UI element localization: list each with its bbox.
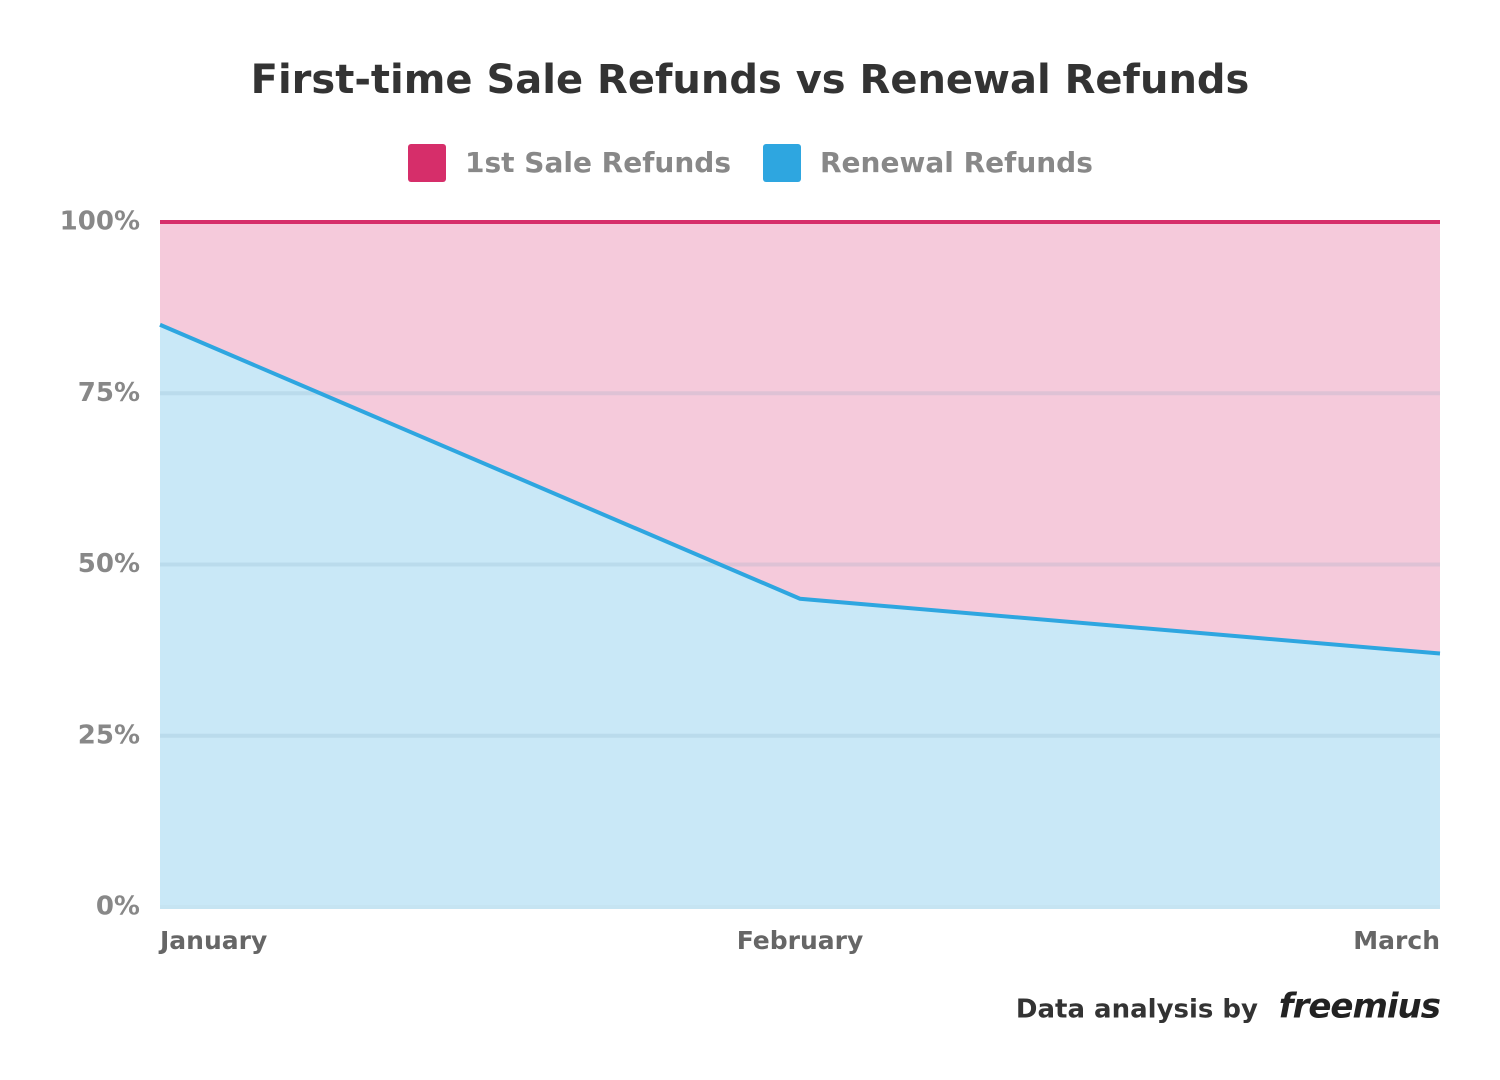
x-tick-label: January: [158, 926, 267, 955]
area: [160, 222, 1440, 654]
y-tick-label: 50%: [78, 549, 140, 579]
area: [160, 324, 1440, 907]
y-tick-label: 100%: [60, 207, 140, 237]
x-tick-label: February: [737, 926, 864, 955]
x-tick-label: March: [1353, 926, 1440, 955]
brand-logo: freemius: [1279, 987, 1441, 1027]
area-line: [159, 322, 1441, 656]
y-tick-label: 0%: [96, 892, 140, 922]
legend-label: 1st Sale Refunds: [465, 146, 731, 179]
legend-swatch: [763, 144, 801, 182]
y-tick-label: 75%: [78, 378, 140, 408]
footer-text: Data analysis by: [1016, 995, 1258, 1025]
chart-title: First-time Sale Refunds vs Renewal Refun…: [251, 57, 1250, 103]
y-tick-label: 25%: [78, 720, 140, 750]
legend-label: Renewal Refunds: [820, 146, 1093, 179]
legend-swatch: [408, 144, 446, 182]
